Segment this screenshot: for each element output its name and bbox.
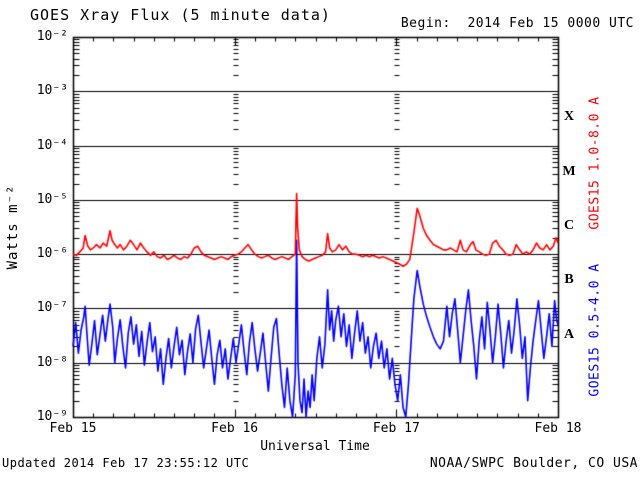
y-tick-label: 10⁻⁴ bbox=[36, 137, 68, 153]
source-credit: NOAA/SWPC Boulder, CO USA bbox=[429, 456, 638, 471]
x-axis-title: Universal Time bbox=[260, 439, 370, 454]
updated-timestamp: Updated 2014 Feb 17 23:55:12 UTC bbox=[2, 456, 250, 470]
flare-class-M: M bbox=[562, 163, 576, 179]
long-channel-label: GOES15 1.0-8.0 A bbox=[587, 96, 603, 230]
flare-class-B: B bbox=[564, 272, 574, 288]
begin-timestamp: Begin: 2014 Feb 15 0000 UTC bbox=[400, 16, 634, 31]
flare-class-A: A bbox=[563, 326, 575, 342]
x-tick-label: Feb 17 bbox=[372, 421, 420, 436]
y-tick-label: 10⁻³ bbox=[36, 83, 68, 99]
y-tick-label: 10⁻⁶ bbox=[36, 246, 68, 262]
flare-class-C: C bbox=[563, 218, 575, 233]
y-tick-label: 10⁻⁸ bbox=[36, 354, 68, 370]
flare-class-X: X bbox=[563, 109, 575, 125]
y-tick-label: 10⁻⁹ bbox=[36, 409, 68, 424]
short-channel-label: GOES15 0.5-4.0 A bbox=[587, 263, 603, 397]
y-tick-label: 10⁻⁷ bbox=[36, 300, 68, 316]
y-tick-label: 10⁻² bbox=[36, 29, 68, 44]
y-axis-title: Watts m⁻² bbox=[5, 184, 21, 270]
page-title: GOES Xray Flux (5 minute data) bbox=[30, 6, 331, 24]
y-tick-label: 10⁻⁵ bbox=[36, 191, 68, 207]
x-tick-label: Feb 18 bbox=[534, 421, 582, 436]
x-tick-label: Feb 15 bbox=[49, 421, 97, 436]
x-tick-label: Feb 16 bbox=[211, 421, 259, 436]
